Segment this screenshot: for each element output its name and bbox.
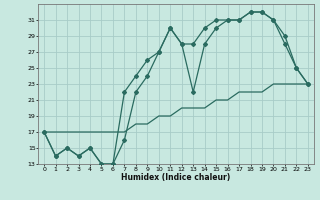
X-axis label: Humidex (Indice chaleur): Humidex (Indice chaleur) [121, 173, 231, 182]
